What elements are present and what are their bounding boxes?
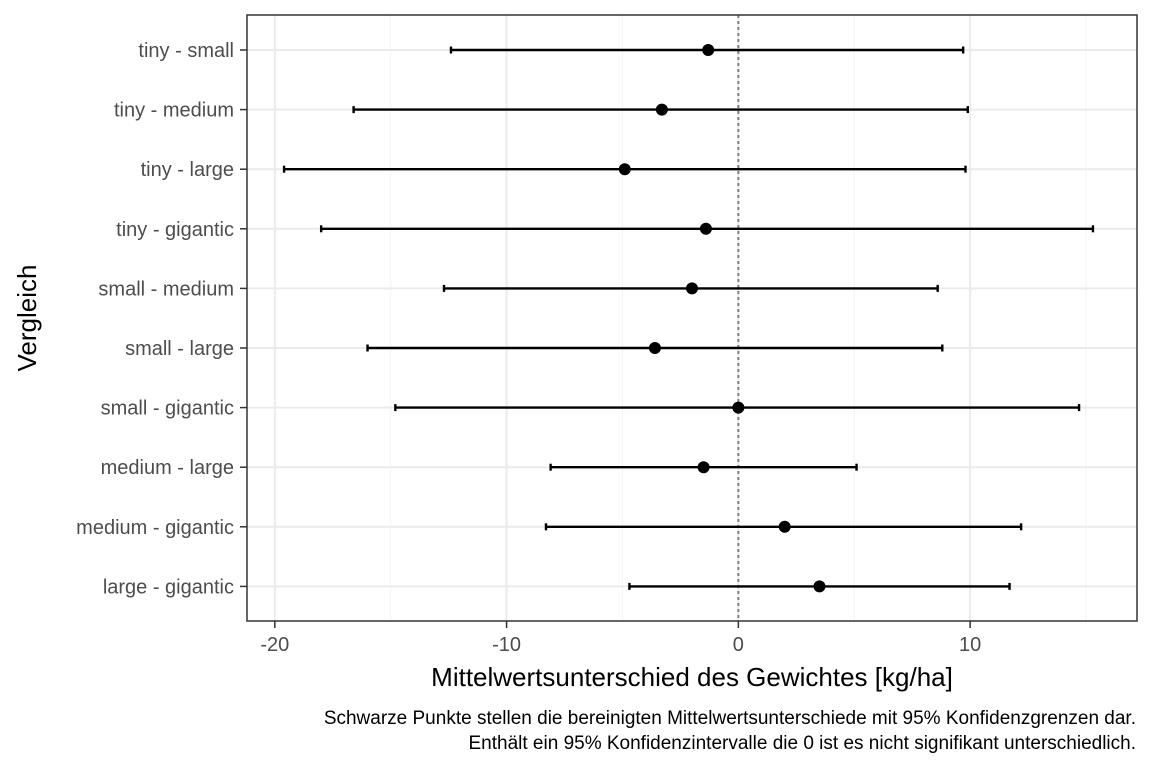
estimate-point — [618, 163, 631, 176]
estimate-point — [813, 580, 826, 593]
y-tick-label: medium - large — [101, 457, 234, 479]
y-tick-label: small - large — [125, 338, 234, 360]
estimate-point — [686, 282, 698, 295]
estimate-point — [648, 342, 661, 354]
x-axis-title: Mittelwertsunterschied des Gewichtes [kg… — [431, 662, 953, 692]
estimate-point — [732, 401, 745, 414]
estimate-point — [702, 44, 715, 56]
y-tick-label: small - medium — [98, 278, 234, 300]
y-axis-title: Vergleich — [12, 265, 42, 372]
y-tick-label: large - gigantic — [103, 576, 234, 598]
caption-line-2: Enthält ein 95% Konfidenzintervalle die … — [469, 733, 1137, 754]
x-tick-label: -10 — [492, 634, 521, 656]
caption-line-1: Schwarze Punkte stellen die bereinigten … — [324, 708, 1136, 729]
y-tick-label: small - gigantic — [101, 398, 234, 420]
y-tick-label: tiny - small — [138, 40, 234, 62]
y-tick-label: medium - gigantic — [76, 517, 234, 539]
data-layer — [282, 44, 1095, 593]
axis-layer: tiny - small tiny - medium tiny - large tin… — [76, 40, 981, 656]
x-tick-label: 0 — [733, 634, 744, 656]
grid — [247, 15, 1137, 621]
x-tick-label: -20 — [260, 634, 289, 656]
estimate-point — [699, 222, 712, 235]
y-tick-label: tiny - gigantic — [116, 219, 234, 241]
x-tick-label: 10 — [959, 634, 981, 656]
y-tick-label: tiny - large — [141, 159, 234, 181]
y-tick-label: tiny - medium — [114, 100, 234, 122]
panel-border — [246, 14, 1138, 622]
estimate-point — [697, 461, 710, 474]
estimate-point — [778, 520, 791, 533]
estimate-point — [655, 103, 668, 116]
